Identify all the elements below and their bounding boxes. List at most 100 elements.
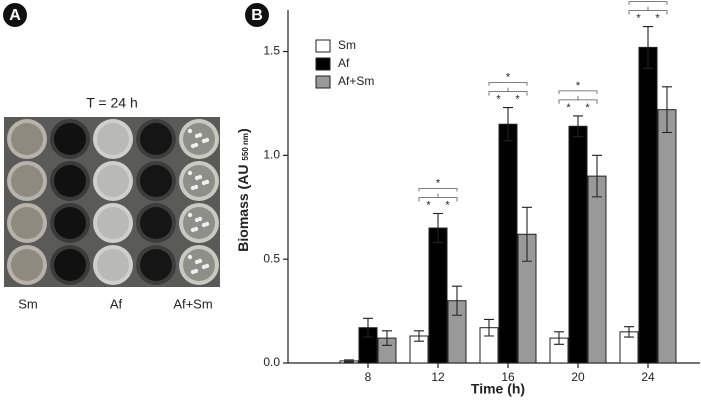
colony [197,216,203,222]
legend-swatch [315,57,331,71]
significance-star: * [436,177,441,189]
well [140,123,172,155]
well [140,249,172,281]
well [97,165,129,197]
photo-label: Sm [18,296,38,311]
error-bar [522,206,532,262]
well [11,207,43,239]
legend-label: Sm [338,38,356,52]
significance-bracket [558,90,598,94]
well [11,249,43,281]
colony [193,268,199,274]
bar [498,123,518,364]
significance-star: * [636,13,641,25]
panel-label: A [9,7,21,24]
bar [587,175,607,364]
error-bar [592,154,602,198]
x-tick-label: 24 [641,370,655,384]
colony [187,128,193,134]
well [97,249,129,281]
colony [193,142,199,148]
well [97,207,129,239]
well [11,165,43,197]
x-tick-label: 16 [501,370,515,384]
well [54,165,86,197]
x-axis-label: Time (h) [471,381,525,397]
colony [193,184,199,190]
y-axis-label-main: Biomass (AU [235,165,251,252]
error-bar [503,107,513,142]
legend-swatch [315,75,331,89]
error-bar [433,212,443,244]
panel-badge [245,3,269,27]
bar [428,227,448,364]
colony [193,226,199,232]
significance-star: * [496,94,501,106]
x-tick-label: 20 [571,370,585,384]
well [140,207,172,239]
panel-badge [3,3,27,27]
error-bar [363,317,373,338]
significance-star: * [646,0,651,3]
well [183,165,215,197]
well [11,123,43,155]
significance-star: * [576,80,581,92]
colony [197,258,203,264]
significance-star: * [506,72,511,84]
bar [657,109,677,364]
error-bar [624,326,634,338]
colony [187,254,193,260]
colony [204,263,210,269]
significance-bracket [418,193,458,202]
legend-swatch [315,39,331,53]
significance-star: * [515,94,520,106]
error-bar [414,330,424,342]
y-tick-label: 1.0 [263,148,280,162]
bar [638,46,658,364]
significance-bracket [628,1,668,5]
x-tick-label: 12 [431,370,445,384]
colony [204,179,210,185]
y-tick-label: 0.5 [263,251,280,265]
well [183,207,215,239]
error-bar [662,86,672,134]
significance-bracket [418,188,458,192]
well [140,165,172,197]
error-bar [573,115,583,138]
well [183,123,215,155]
error-bar [554,331,564,345]
error-bar [452,285,462,316]
legend-label: Af+Sm [338,74,374,88]
significance-star: * [655,13,660,25]
significance-bracket [488,82,528,86]
significance-bracket [628,6,668,15]
photo-title: T = 24 h [86,95,138,111]
colony [204,137,210,143]
y-axis-label-end: ) [235,128,251,133]
error-bar [344,359,354,363]
y-axis-label: Biomass (AU 550 nm) [235,128,251,251]
colony [187,170,193,176]
well [54,123,86,155]
x-tick-label: 8 [365,370,372,384]
legend-label: Af [338,56,350,70]
colony [204,221,210,227]
well-plate-photo [4,117,220,287]
significance-star: * [426,199,431,211]
error-bar [484,318,494,337]
photo-label: Af+Sm [173,296,212,311]
significance-star: * [566,102,571,114]
colony [197,132,203,138]
error-bar [382,330,392,346]
colony [197,174,203,180]
error-bar [643,26,653,69]
well [183,249,215,281]
well [54,207,86,239]
significance-bracket [488,87,528,96]
bar [568,125,588,364]
panel-label: B [251,7,263,24]
well [54,249,86,281]
significance-star: * [445,199,450,211]
significance-bracket [558,95,598,104]
